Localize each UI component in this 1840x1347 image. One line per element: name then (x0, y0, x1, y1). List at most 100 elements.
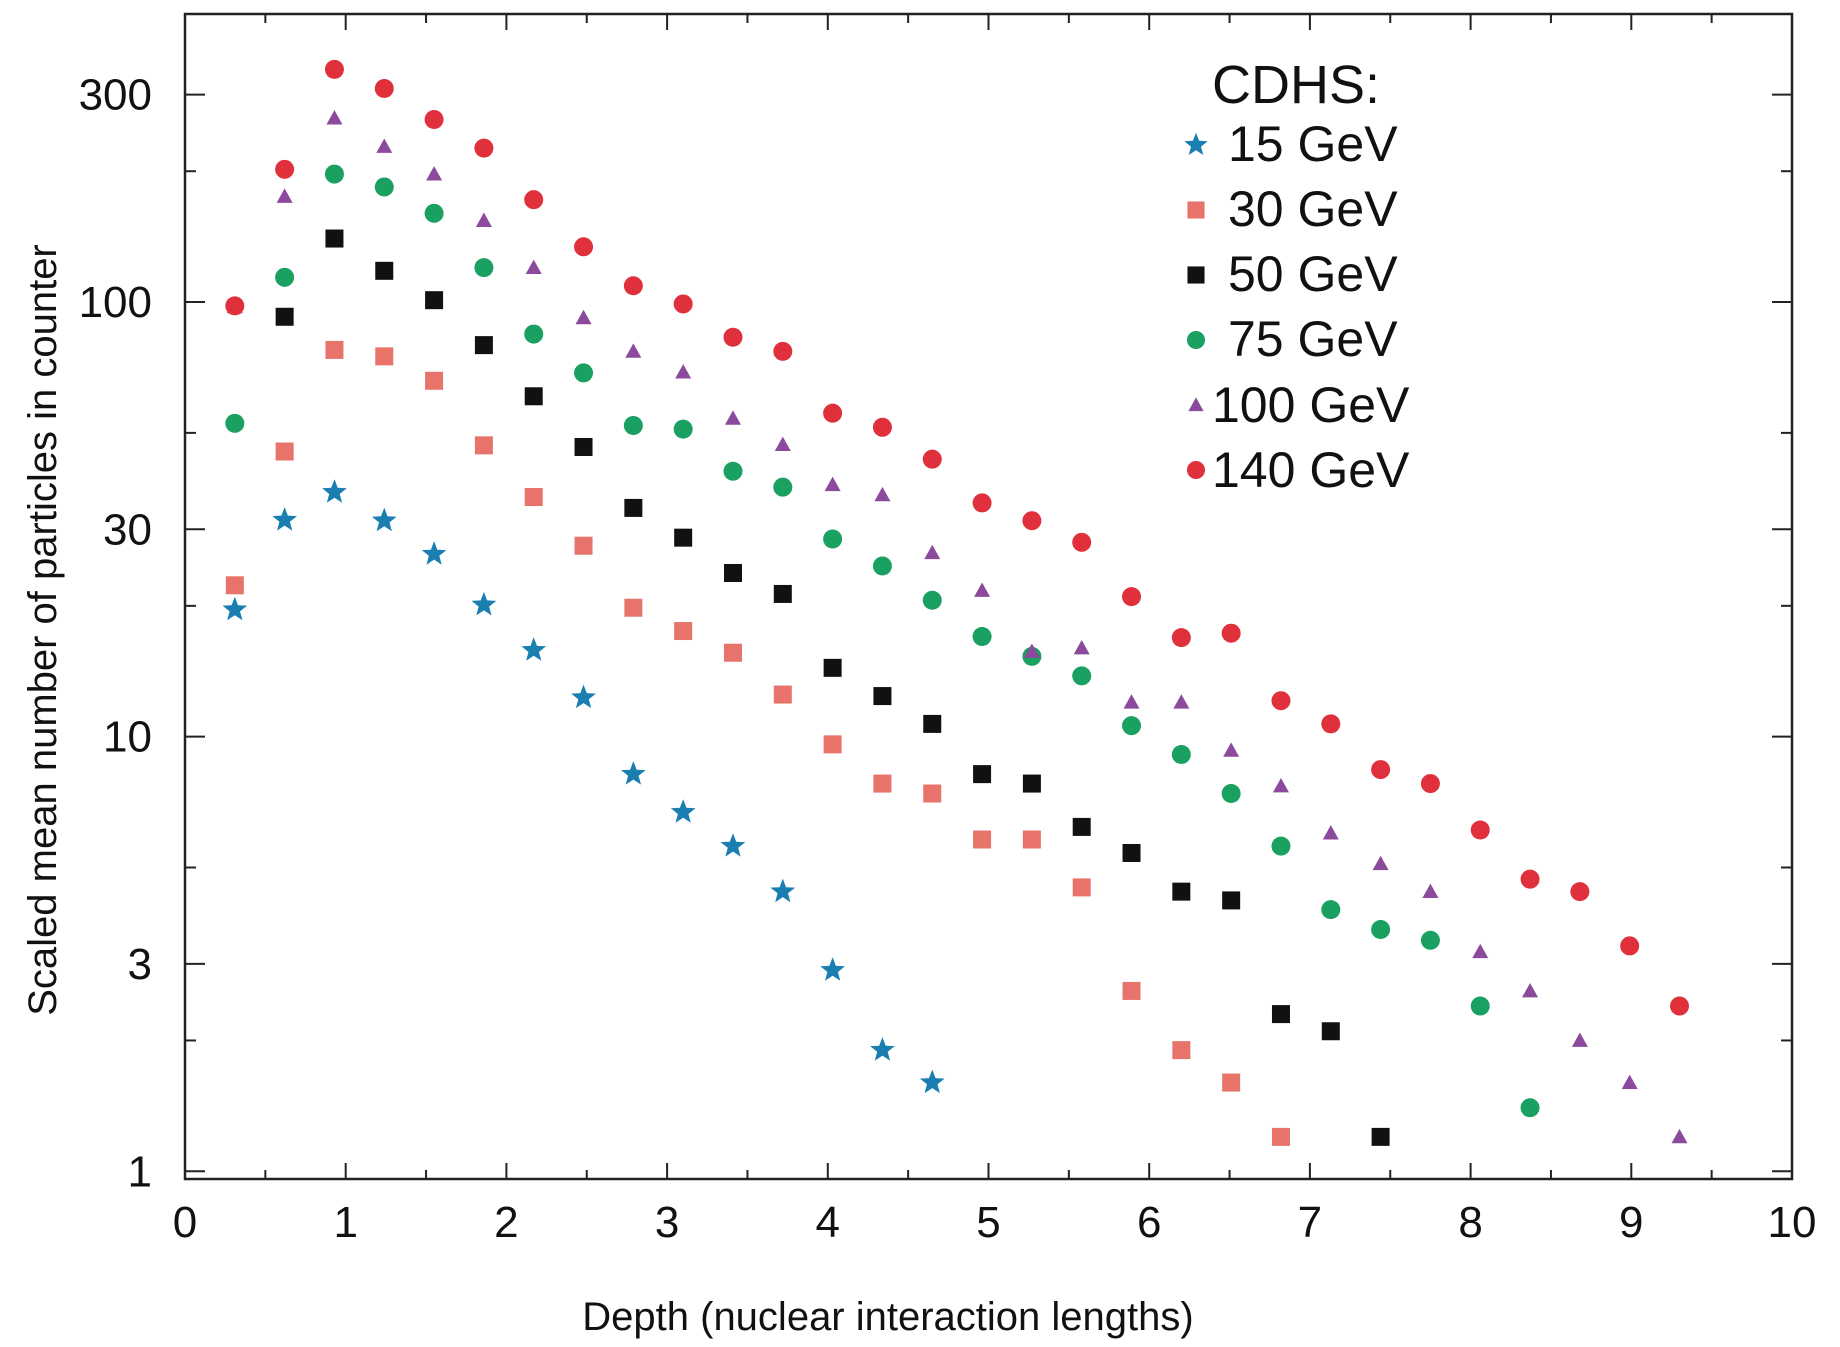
y-tick-label: 3 (128, 940, 152, 989)
data-point (1173, 694, 1190, 709)
data-point (322, 479, 347, 503)
data-point (823, 735, 842, 754)
data-point (1470, 996, 1490, 1016)
data-point (1571, 1032, 1588, 1047)
legend-label-50-gev: 50 GeV (1228, 246, 1398, 302)
legend-marker (1186, 460, 1206, 480)
x-tick-label: 4 (816, 1198, 840, 1247)
data-point (325, 340, 344, 359)
data-point (574, 237, 594, 257)
data-point (1371, 760, 1391, 780)
data-point (1321, 714, 1341, 734)
data-point (1372, 855, 1389, 871)
data-point (673, 294, 693, 314)
data-point (524, 190, 544, 210)
series-50-gev (275, 229, 1390, 1146)
y-tick-label: 300 (79, 71, 152, 120)
x-tick-label: 9 (1619, 1198, 1643, 1247)
legend-title: CDHS: (1212, 55, 1380, 115)
data-point (1420, 774, 1440, 794)
data-point (375, 261, 394, 280)
data-point (272, 507, 297, 531)
data-point (824, 476, 841, 492)
series-75-gev (225, 164, 1540, 1118)
data-point (275, 159, 295, 179)
legend-label-30-gev: 30 GeV (1228, 181, 1398, 237)
x-tick-label: 2 (494, 1198, 518, 1247)
data-point (874, 486, 891, 502)
y-tick-label: 100 (79, 278, 152, 327)
legend-markers (1184, 132, 1208, 480)
data-point (1222, 891, 1241, 910)
data-point (521, 637, 547, 661)
x-tick-label: 8 (1458, 1198, 1482, 1247)
data-point (225, 413, 245, 433)
data-point (872, 556, 892, 576)
data-point (1271, 836, 1291, 856)
data-point (1223, 742, 1240, 757)
data-point (1222, 1073, 1241, 1092)
data-point (823, 658, 842, 677)
data-point (324, 164, 344, 184)
data-point (225, 576, 244, 595)
data-point (474, 258, 494, 278)
data-point (773, 477, 793, 497)
data-point (426, 166, 443, 181)
data-point (1570, 882, 1590, 902)
data-point (922, 449, 942, 469)
data-point (1172, 1041, 1191, 1060)
data-point (1520, 869, 1540, 889)
series-30-gev (225, 340, 1290, 1146)
data-point (425, 371, 444, 390)
data-point (276, 188, 293, 203)
data-point (773, 685, 792, 704)
y-tick-label: 10 (103, 713, 152, 762)
data-point (524, 487, 543, 506)
legend-label-15-gev: 15 GeV (1228, 116, 1398, 172)
data-point (972, 493, 992, 513)
data-point (770, 878, 796, 903)
x-tick-label: 6 (1137, 1198, 1161, 1247)
y-axis-ticks (185, 93, 1792, 1173)
data-point (1122, 981, 1141, 1000)
data-point (872, 417, 892, 437)
data-point (475, 212, 492, 227)
data-point (623, 276, 643, 296)
data-point (625, 343, 642, 358)
data-point (723, 643, 742, 662)
data-point (525, 259, 542, 275)
series-140-gev (225, 59, 1690, 1016)
data-point (1271, 1005, 1290, 1024)
data-point (1271, 691, 1291, 711)
data-point (425, 291, 444, 310)
data-point (1470, 820, 1490, 840)
y-tick-label: 1 (128, 1147, 152, 1196)
data-point (524, 387, 543, 406)
x-tick-label: 7 (1298, 1198, 1322, 1247)
data-point (1621, 1074, 1638, 1089)
data-point (1122, 843, 1141, 862)
data-point (973, 830, 992, 849)
data-point (1122, 716, 1142, 736)
legend-marker (1187, 266, 1205, 284)
data-point (723, 564, 742, 583)
data-point (374, 78, 394, 98)
data-point (674, 528, 693, 547)
data-point (1371, 920, 1391, 940)
data-point (674, 622, 693, 641)
x-axis-title: Depth (nuclear interaction lengths) (582, 1295, 1193, 1339)
data-point (571, 684, 596, 709)
data-point (873, 774, 892, 793)
data-point (1670, 996, 1690, 1016)
data-point (474, 436, 493, 455)
data-point (1221, 784, 1241, 804)
data-point (922, 590, 942, 610)
data-point (1073, 639, 1090, 655)
data-point (1371, 1127, 1390, 1146)
data-point (474, 336, 493, 355)
data-point (1023, 643, 1040, 658)
data-point (773, 584, 792, 603)
y-axis-tick-labels: 1 3 10 30 100 300 (79, 71, 152, 1197)
data-point (974, 582, 991, 597)
